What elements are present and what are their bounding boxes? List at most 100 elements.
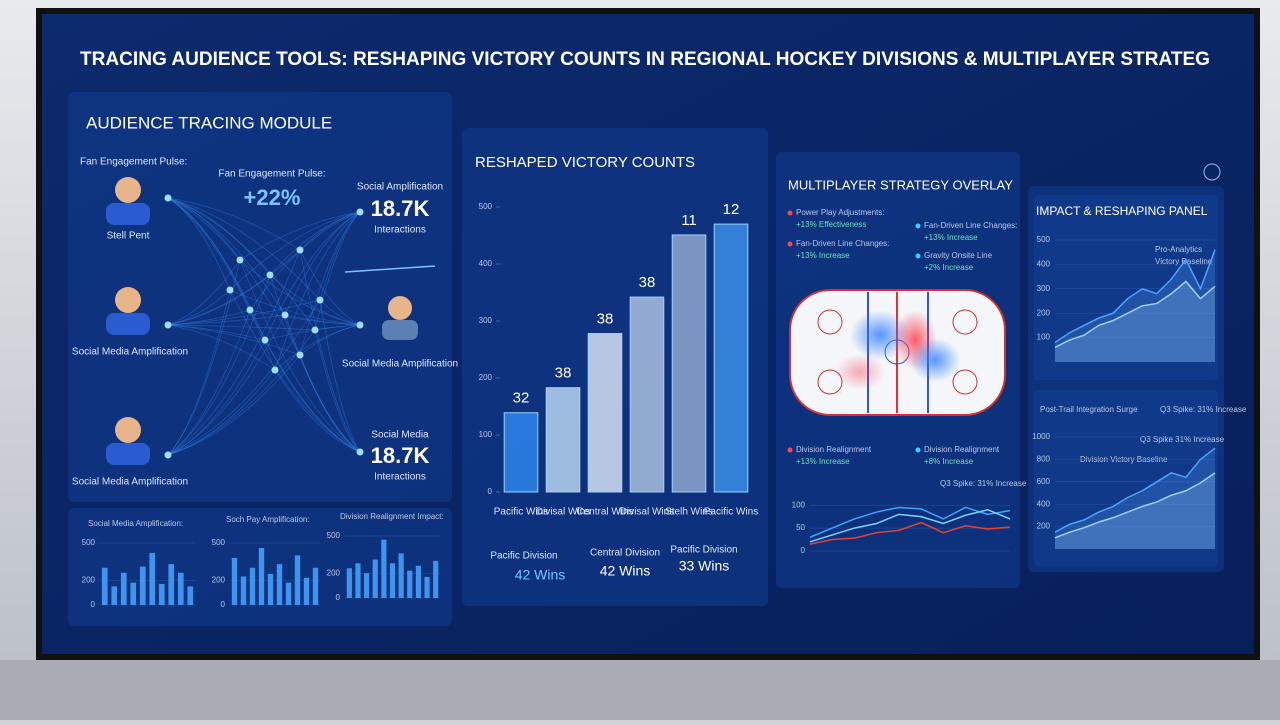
network-link bbox=[229, 289, 361, 453]
network-link bbox=[239, 259, 361, 326]
bar bbox=[671, 234, 707, 493]
node-label: Social Media Amplification bbox=[72, 347, 188, 358]
network-link bbox=[167, 197, 251, 311]
network-node bbox=[246, 306, 254, 314]
node-label: Social Media Amplification bbox=[342, 359, 458, 370]
network-link bbox=[167, 274, 271, 456]
network-link bbox=[274, 211, 361, 371]
note-label: Power Play Adjustments: bbox=[796, 208, 884, 217]
network-link bbox=[299, 249, 361, 326]
network-link bbox=[167, 324, 266, 341]
network-link bbox=[167, 299, 321, 456]
note-change: +13% Effectiveness bbox=[796, 220, 866, 229]
rink-circle bbox=[952, 369, 978, 395]
network-node bbox=[271, 366, 279, 374]
chart-note: Q3 Spike: 31% Increase bbox=[940, 479, 1027, 488]
network-link bbox=[167, 197, 301, 356]
settings-icon[interactable] bbox=[1203, 163, 1221, 181]
panel-title: MULTIPLAYER STRATEGY OVERLAY bbox=[788, 177, 1013, 192]
y-tick-label: 400 bbox=[1037, 499, 1051, 508]
network-node bbox=[226, 286, 234, 294]
bar bbox=[120, 572, 127, 605]
chart-note: Q3 Spike: 31% Increase bbox=[1160, 405, 1247, 414]
chart-title: Division Realignment Impact: bbox=[340, 512, 444, 521]
division-wins: 42 Wins bbox=[515, 567, 566, 583]
y-tick-label: 0 bbox=[488, 487, 493, 496]
y-tick-label: 50 bbox=[796, 523, 805, 532]
note-label: Fan-Driven Line Changes: bbox=[796, 239, 889, 248]
bar bbox=[346, 568, 352, 598]
network-link bbox=[167, 309, 251, 326]
network-link bbox=[269, 274, 361, 326]
chart-title: Post-Trail Integration Surge bbox=[1040, 405, 1138, 414]
y-tick-label: 0 bbox=[336, 593, 341, 602]
page-title: TRACING AUDIENCE TOOLS: RESHAPING VICTOR… bbox=[80, 49, 1210, 70]
network-node bbox=[236, 256, 244, 264]
division-wins: 33 Wins bbox=[679, 558, 730, 574]
rink-circle bbox=[952, 309, 978, 335]
network-link bbox=[299, 249, 361, 453]
rink-circle bbox=[817, 309, 843, 335]
node-label: Stell Pent bbox=[107, 231, 150, 242]
avatar bbox=[115, 177, 141, 203]
y-tick-label: 100 bbox=[792, 500, 806, 509]
network-link bbox=[167, 309, 251, 456]
note-dot bbox=[915, 223, 921, 229]
network-link bbox=[274, 324, 361, 371]
bar bbox=[424, 576, 430, 598]
avatar bbox=[106, 443, 150, 465]
area bbox=[1055, 281, 1215, 362]
note-change: +13% Increase bbox=[796, 251, 850, 260]
network-node bbox=[311, 326, 319, 334]
bar bbox=[258, 547, 265, 605]
network-link bbox=[314, 324, 361, 331]
panel bbox=[1034, 195, 1218, 380]
network-link bbox=[299, 324, 361, 356]
network-link bbox=[314, 211, 361, 331]
network-node bbox=[281, 311, 289, 319]
y-tick-label: 0 bbox=[801, 546, 806, 555]
note-change: +13% Increase bbox=[924, 233, 978, 242]
network-link bbox=[167, 324, 301, 356]
network-node bbox=[261, 336, 269, 344]
network-link bbox=[284, 314, 361, 326]
network-link bbox=[167, 299, 321, 326]
chart-note: Q3 Spike 31% Increase bbox=[1140, 435, 1225, 444]
chart-note: Pro-Analytics bbox=[1155, 245, 1202, 254]
note-change: +8% Increase bbox=[924, 457, 974, 466]
bar bbox=[381, 539, 387, 598]
bar-annotation: 32 bbox=[513, 390, 530, 407]
network-link bbox=[167, 197, 231, 291]
network-link bbox=[264, 339, 361, 453]
network-node bbox=[356, 208, 364, 216]
bar bbox=[111, 586, 118, 605]
bar bbox=[545, 387, 581, 493]
bar bbox=[101, 567, 108, 605]
metric-label: Fan Engagement Pulse: bbox=[218, 169, 325, 180]
bar bbox=[303, 577, 310, 605]
bar bbox=[168, 564, 175, 605]
bar bbox=[433, 560, 439, 598]
network-node bbox=[356, 448, 364, 456]
y-tick-label: 600 bbox=[1037, 477, 1051, 486]
y-tick-label: 100 bbox=[479, 430, 493, 439]
bar bbox=[231, 557, 238, 605]
y-tick-label: 500 bbox=[327, 531, 341, 540]
network-link bbox=[167, 197, 321, 301]
y-tick-label: 500 bbox=[212, 538, 226, 547]
y-tick-label: 200 bbox=[1037, 308, 1051, 317]
bar bbox=[587, 333, 623, 493]
network-link bbox=[269, 274, 361, 453]
avatar bbox=[115, 287, 141, 313]
y-tick-label: 300 bbox=[479, 316, 493, 325]
division-name: Central Division bbox=[590, 548, 660, 559]
note-dot bbox=[915, 447, 921, 453]
network-link bbox=[269, 211, 361, 276]
node-label: Social Media Amplification bbox=[72, 477, 188, 488]
heatmap bbox=[835, 354, 885, 390]
y-tick-label: 400 bbox=[479, 259, 493, 268]
network-link bbox=[167, 197, 316, 331]
network-link bbox=[167, 274, 271, 326]
